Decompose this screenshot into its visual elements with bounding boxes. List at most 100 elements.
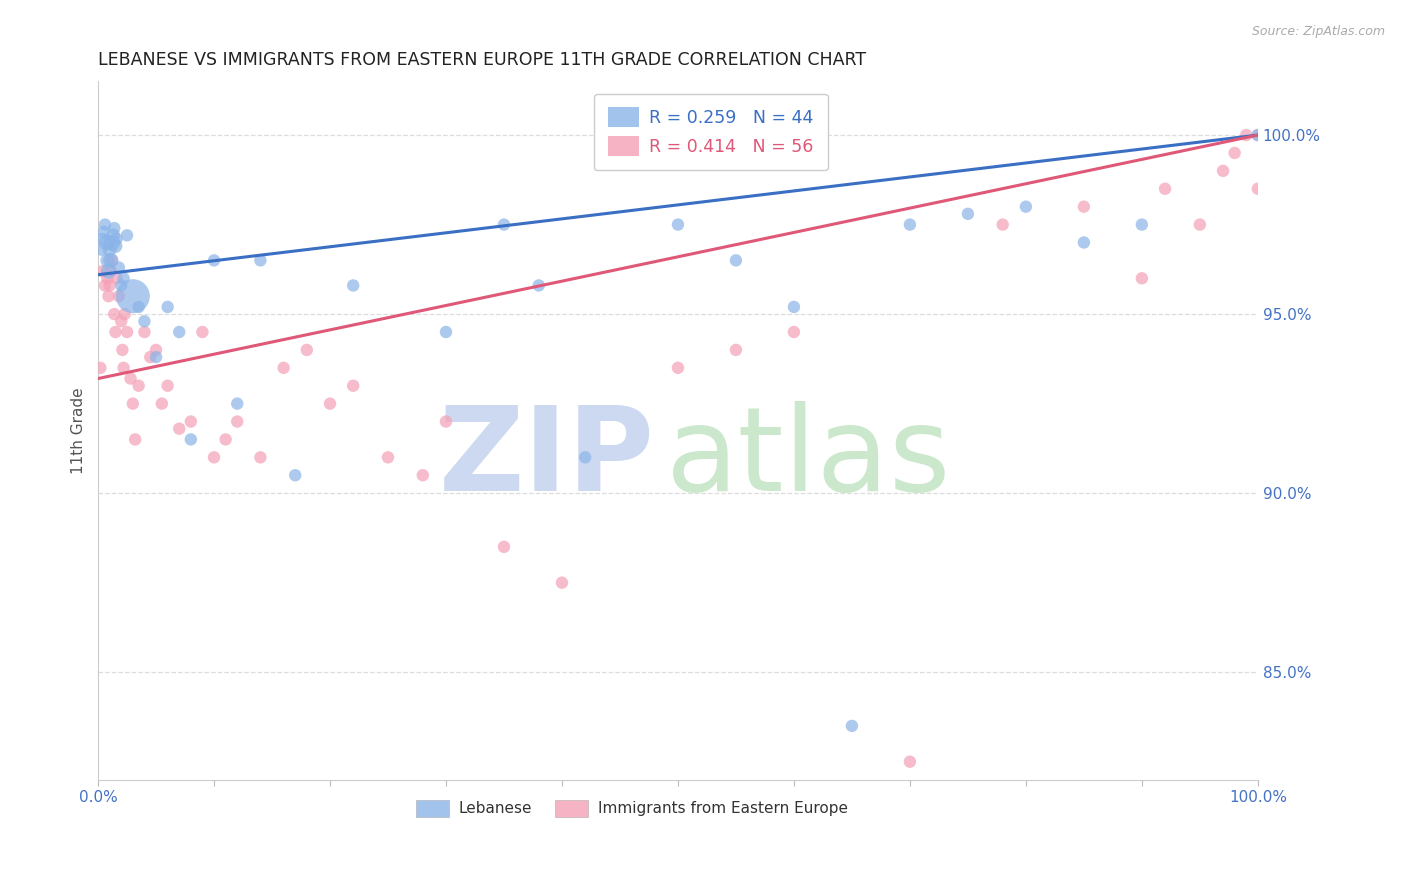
Point [115, 325, 138, 339]
Point [841, 719, 863, 733]
Point [114, 307, 136, 321]
Point [112, 360, 135, 375]
Point [108, 260, 131, 275]
Point [551, 575, 574, 590]
Point [121, 289, 143, 303]
Point [273, 360, 295, 375]
Point [97, 289, 120, 303]
Point [96, 271, 118, 285]
Point [1154, 182, 1177, 196]
Point [101, 253, 124, 268]
Point [724, 343, 747, 357]
Point [94, 218, 117, 232]
Point [97, 264, 120, 278]
Point [249, 253, 271, 268]
Point [191, 325, 214, 339]
Point [1223, 145, 1246, 160]
Point [1130, 218, 1153, 232]
Point [226, 415, 249, 429]
Point [103, 307, 125, 321]
Point [111, 343, 134, 357]
Point [101, 228, 124, 243]
Point [214, 433, 236, 447]
Point [284, 468, 307, 483]
Point [96, 235, 118, 250]
Point [1247, 128, 1270, 142]
Point [1073, 235, 1095, 250]
Point [150, 396, 173, 410]
Point [89, 360, 111, 375]
Point [167, 422, 190, 436]
Point [666, 218, 689, 232]
Point [110, 314, 132, 328]
Point [167, 325, 190, 339]
Point [1073, 200, 1095, 214]
Text: ZIP: ZIP [439, 401, 655, 516]
Point [91, 264, 114, 278]
Point [492, 218, 515, 232]
Point [1212, 164, 1234, 178]
Point [100, 253, 122, 268]
Point [1130, 271, 1153, 285]
Point [295, 343, 318, 357]
Point [180, 415, 202, 429]
Point [492, 540, 515, 554]
Point [145, 343, 167, 357]
Point [105, 232, 128, 246]
Point [783, 300, 806, 314]
Point [101, 235, 124, 250]
Point [100, 264, 122, 278]
Text: Source: ZipAtlas.com: Source: ZipAtlas.com [1251, 25, 1385, 38]
Point [112, 271, 135, 285]
Point [134, 325, 156, 339]
Point [110, 278, 132, 293]
Point [956, 207, 979, 221]
Point [991, 218, 1014, 232]
Point [98, 278, 121, 293]
Legend: Lebanese, Immigrants from Eastern Europe: Lebanese, Immigrants from Eastern Europe [408, 792, 855, 824]
Point [145, 350, 167, 364]
Point [98, 243, 121, 257]
Point [226, 396, 249, 410]
Point [104, 325, 127, 339]
Point [249, 450, 271, 465]
Point [139, 350, 162, 364]
Point [128, 378, 150, 392]
Point [319, 396, 342, 410]
Point [202, 253, 225, 268]
Point [1234, 128, 1257, 142]
Point [134, 314, 156, 328]
Point [156, 378, 179, 392]
Point [1015, 200, 1038, 214]
Text: atlas: atlas [666, 401, 952, 516]
Point [108, 289, 131, 303]
Point [120, 371, 142, 385]
Point [377, 450, 399, 465]
Point [104, 239, 127, 253]
Point [1247, 182, 1270, 196]
Point [93, 225, 115, 239]
Point [342, 378, 364, 392]
Point [90, 243, 112, 257]
Point [898, 755, 921, 769]
Point [103, 221, 125, 235]
Point [783, 325, 806, 339]
Point [574, 450, 596, 465]
Point [527, 278, 550, 293]
Text: LEBANESE VS IMMIGRANTS FROM EASTERN EUROPE 11TH GRADE CORRELATION CHART: LEBANESE VS IMMIGRANTS FROM EASTERN EURO… [98, 51, 866, 69]
Point [724, 253, 747, 268]
Point [180, 433, 202, 447]
Point [128, 300, 150, 314]
Point [342, 278, 364, 293]
Point [115, 228, 138, 243]
Point [666, 360, 689, 375]
Y-axis label: 11th Grade: 11th Grade [72, 387, 86, 474]
Point [121, 396, 143, 410]
Point [898, 218, 921, 232]
Point [91, 232, 114, 246]
Point [202, 450, 225, 465]
Point [412, 468, 434, 483]
Point [96, 253, 118, 268]
Point [94, 278, 117, 293]
Point [434, 325, 457, 339]
